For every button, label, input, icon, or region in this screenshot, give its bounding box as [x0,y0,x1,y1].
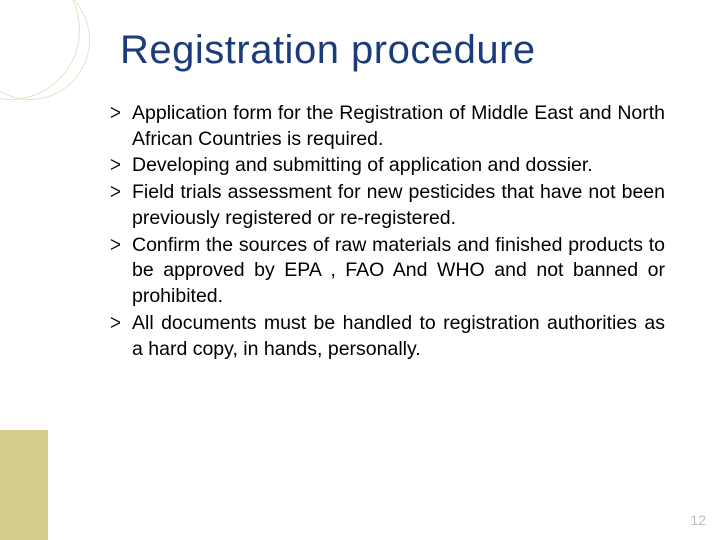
bullet-list: Application form for the Registration of… [110,101,665,362]
slide-container: Registration procedure Application form … [0,0,720,540]
bullet-item: Confirm the sources of raw materials and… [110,233,665,310]
slide-title: Registration procedure [120,28,665,73]
bullet-item: Application form for the Registration of… [110,101,665,152]
bullet-item: All documents must be handled to registr… [110,311,665,362]
page-number: 12 [690,512,706,528]
bullet-item: Developing and submitting of application… [110,153,665,179]
bullet-item: Field trials assessment for new pesticid… [110,180,665,231]
